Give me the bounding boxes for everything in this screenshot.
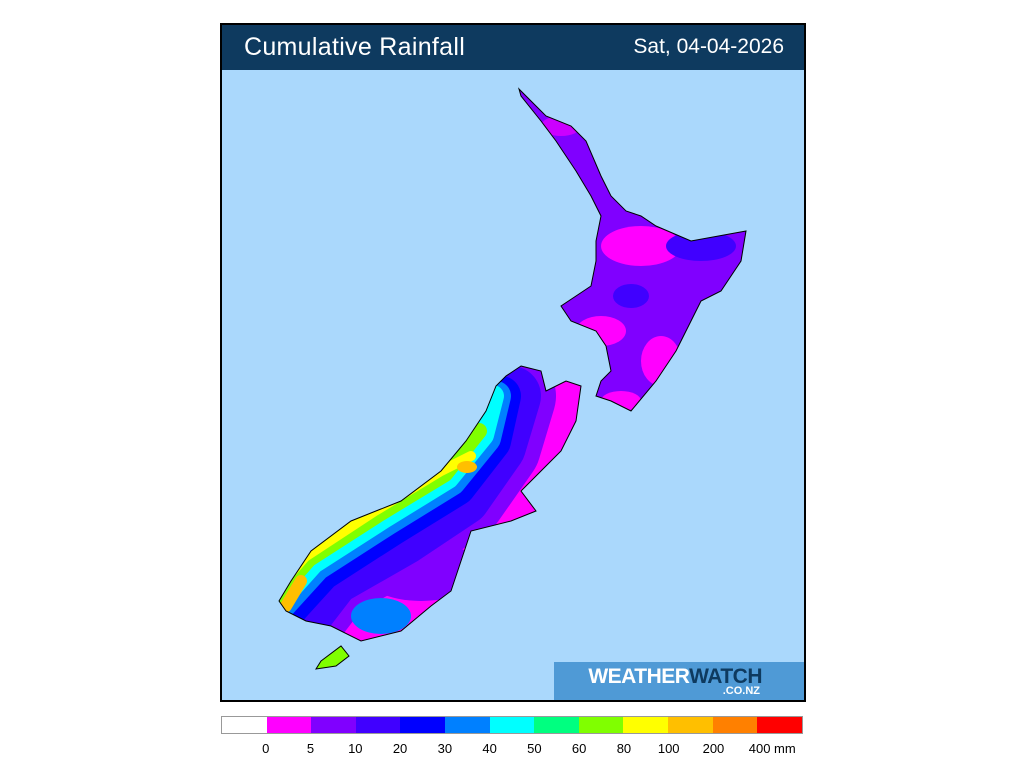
legend-label: 10 [348,741,363,756]
legend-label: 30 [437,741,453,756]
legend-swatch [489,717,535,733]
stewart-island [315,645,350,670]
legend-swatch [400,717,446,733]
legend-label: 40 [482,741,497,756]
map-frame: Cumulative Rainfall Sat, 04-04-2026 WEAT… [220,23,806,702]
legend-swatch [712,717,758,733]
legend-swatch [668,717,713,733]
legend-swatch [445,717,490,733]
legend-label: 200 [702,741,725,756]
legend-label: 5 [306,741,315,756]
logo-domain: .CO.NZ [722,685,760,697]
legend-label: 60 [571,741,587,756]
north-island-coast [517,87,747,412]
color-legend [221,716,803,734]
date-label: Sat, 04-04-2026 [633,35,784,58]
legend-label: 20 [392,741,408,756]
rainfall-map [278,87,747,670]
legend-swatch [757,717,802,733]
legend-label: 100 [657,741,680,756]
legend-swatch [355,717,401,733]
page-title: Cumulative Rainfall [244,33,466,61]
legend-swatch [222,717,267,733]
logo-word-weather: WEATHER [588,665,690,688]
weatherwatch-logo: WEATHERWATCH .CO.NZ [554,662,804,700]
legend-swatch [623,717,669,733]
south-island-coast [278,365,582,642]
logo-word-watch: WATCH [689,665,762,688]
legend-label: 400 mm [748,741,796,756]
north-island [519,89,746,411]
legend-swatch [266,717,312,733]
legend-swatch [311,717,356,733]
legend-swatch [534,717,579,733]
legend-label: 80 [616,741,632,756]
legend-label: 0 [262,741,270,756]
header-bar: Cumulative Rainfall Sat, 04-04-2026 [222,25,804,70]
legend-swatch [578,717,624,733]
south-island [279,366,581,641]
legend-label: 50 [527,741,542,756]
